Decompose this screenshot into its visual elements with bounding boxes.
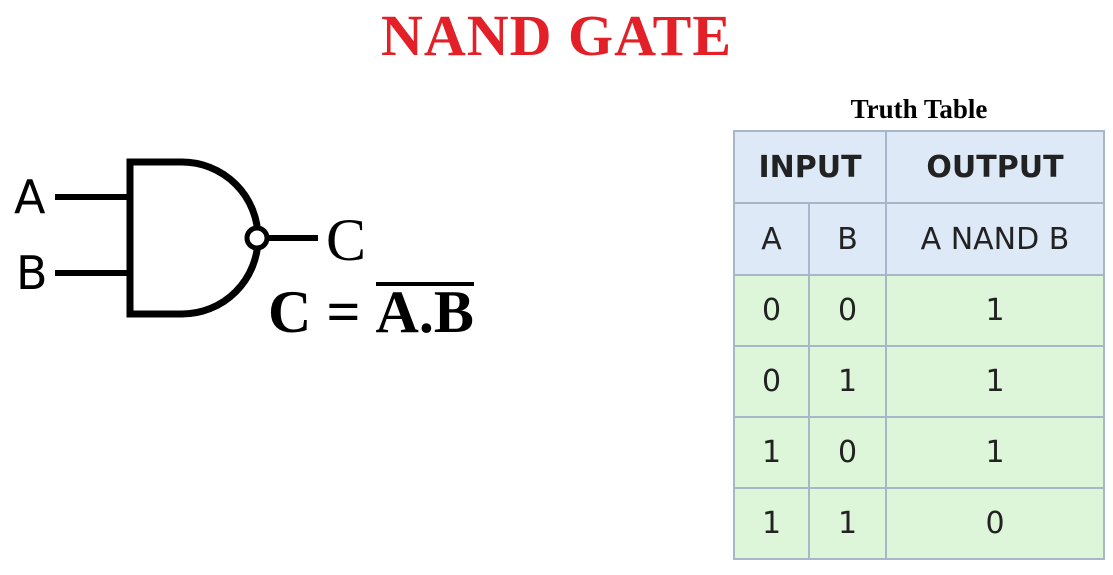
inversion-bubble bbox=[244, 225, 270, 251]
boolean-expression: C = A.B bbox=[268, 282, 474, 342]
gate-body bbox=[126, 158, 262, 318]
column-header-output: A NAND B bbox=[885, 202, 1105, 276]
cell-a: 1 bbox=[733, 416, 810, 489]
cell-b: 1 bbox=[808, 487, 887, 560]
cell-output: 1 bbox=[885, 274, 1105, 347]
cell-a: 0 bbox=[733, 345, 810, 418]
cell-output: 1 bbox=[885, 416, 1105, 489]
column-header-b: B bbox=[808, 202, 887, 276]
truth-table: INPUT OUTPUT A B A NAND B 0 0 1 0 1 1 1 … bbox=[733, 130, 1105, 560]
table-row: 0 0 1 bbox=[733, 274, 1105, 347]
cell-b: 1 bbox=[808, 345, 887, 418]
cell-a: 1 bbox=[733, 487, 810, 560]
nand-gate-symbol bbox=[55, 158, 318, 318]
table-row: 1 1 0 bbox=[733, 487, 1105, 560]
input-b-label: B bbox=[16, 246, 48, 300]
cell-output: 1 bbox=[885, 345, 1105, 418]
formula-lhs: C = bbox=[268, 279, 376, 345]
group-header-row: INPUT OUTPUT bbox=[733, 130, 1105, 204]
output-c-label: C bbox=[326, 207, 367, 273]
page-title: NAND GATE bbox=[380, 3, 733, 68]
column-header-row: A B A NAND B bbox=[733, 202, 1105, 276]
column-header-a: A bbox=[733, 202, 810, 276]
cell-b: 0 bbox=[808, 274, 887, 347]
input-a-label: A bbox=[14, 170, 46, 224]
output-group-header: OUTPUT bbox=[885, 130, 1105, 204]
table-row: 1 0 1 bbox=[733, 416, 1105, 489]
input-group-header: INPUT bbox=[733, 130, 887, 204]
cell-output: 0 bbox=[885, 487, 1105, 560]
table-row: 0 1 1 bbox=[733, 345, 1105, 418]
formula-rhs-overline: A.B bbox=[375, 279, 474, 345]
truth-table-caption: Truth Table bbox=[850, 94, 988, 124]
cell-a: 0 bbox=[733, 274, 810, 347]
cell-b: 0 bbox=[808, 416, 887, 489]
